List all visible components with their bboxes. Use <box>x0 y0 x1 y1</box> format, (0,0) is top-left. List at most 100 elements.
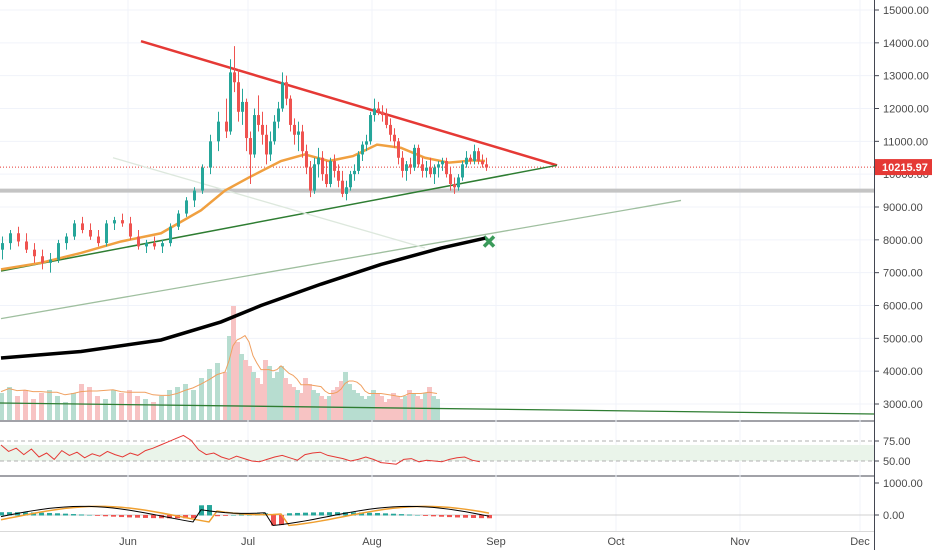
candle-body <box>425 167 428 171</box>
volume-bar <box>303 378 308 420</box>
volume-bar <box>283 378 288 420</box>
macd-tick-label: 0.00 <box>883 510 904 522</box>
candle-body <box>385 115 388 125</box>
volume-bar <box>243 360 248 420</box>
candle-body <box>397 141 400 158</box>
candle-body <box>249 138 252 155</box>
candle-body <box>377 108 380 112</box>
macd-histogram-bar <box>447 515 452 518</box>
macd-histogram-bar <box>143 515 148 518</box>
macd-histogram-bar <box>279 515 284 526</box>
macd-histogram-bar <box>231 514 236 516</box>
macd-histogram-bar <box>351 512 356 516</box>
candle-body <box>357 154 360 171</box>
macd-histogram-bar <box>319 512 324 516</box>
macd-histogram-bar <box>479 515 484 519</box>
macd-histogram-bar <box>215 515 220 517</box>
trendline-ascending-support[interactable] <box>0 164 558 272</box>
volume-bar <box>323 399 328 420</box>
macd-histogram-bar <box>431 515 436 517</box>
macd-histogram-bar <box>375 513 380 516</box>
time-axis[interactable]: Jun Jul Aug Sep Oct Nov Dec <box>119 536 870 548</box>
candle-body <box>401 157 404 171</box>
candle-body <box>333 161 336 171</box>
macd-histogram-bar <box>167 515 172 519</box>
volume-bar <box>375 393 380 420</box>
candle-body <box>393 134 396 142</box>
last-price-box <box>875 159 932 176</box>
trendline-resistance[interactable] <box>140 39 558 167</box>
macd-histogram-bar <box>407 514 412 516</box>
candle-body <box>453 184 456 188</box>
volume-bar <box>371 390 376 420</box>
volume-bar <box>407 390 412 420</box>
macd-signal-line <box>0 505 490 527</box>
macd-histogram-bar <box>47 512 52 516</box>
volume-bar <box>119 393 124 420</box>
candle-body <box>481 161 484 165</box>
candle-body <box>445 161 448 175</box>
macd-histogram-bar <box>95 515 100 516</box>
volume-trendline <box>0 402 875 415</box>
x-tick-label: Jul <box>241 536 255 548</box>
candle-body <box>269 141 272 155</box>
candle-body <box>97 236 100 244</box>
volume-bar <box>291 387 296 420</box>
candle-body <box>437 164 440 168</box>
volume-bar <box>271 378 276 420</box>
candle-body <box>405 164 408 171</box>
candle-body <box>161 243 164 247</box>
rsi-line <box>0 434 480 465</box>
moving-average-short <box>0 143 486 271</box>
volume-bar <box>0 393 4 420</box>
trendlines[interactable] <box>0 39 682 320</box>
candle-body <box>349 174 352 188</box>
macd-histogram-bar <box>271 515 276 526</box>
candle-body <box>365 141 368 145</box>
last-price-label: 10215.97 <box>882 162 928 174</box>
moving-averages <box>0 143 486 360</box>
trendline-long-uptrend[interactable] <box>0 199 682 320</box>
candle-body <box>301 131 304 152</box>
candle-body <box>353 170 356 175</box>
volume-bar <box>227 336 232 420</box>
y-tick-label: 8000.00 <box>883 235 923 247</box>
volume-bar <box>287 384 292 420</box>
rsi-tick-label: 50.00 <box>883 456 911 468</box>
candle-body <box>441 161 444 165</box>
volume-bar <box>355 393 360 420</box>
volume-bar <box>275 372 280 420</box>
macd-histogram-bar <box>399 514 404 516</box>
macd-histogram-bar <box>327 512 332 516</box>
trendline-faded-downtrend[interactable] <box>112 157 426 249</box>
volume-bar <box>39 393 44 420</box>
macd-histogram-bar <box>439 515 444 517</box>
volume-bar <box>135 396 140 420</box>
volume-bar <box>351 390 356 420</box>
candle-body <box>297 131 300 135</box>
candle-body <box>57 243 60 260</box>
candle-body <box>413 147 416 168</box>
volume-bar <box>239 354 244 420</box>
macd-histogram-bar <box>207 505 212 516</box>
volume-bar <box>411 393 416 420</box>
candle-body <box>145 243 148 247</box>
price-axis[interactable]: 15000.00 14000.00 13000.00 12000.00 11000.00… <box>874 5 932 411</box>
macd-histogram-bar <box>7 512 12 516</box>
volume-bar <box>215 363 220 420</box>
x-marker-icon[interactable] <box>482 235 496 248</box>
macd-histogram-bar <box>303 512 308 516</box>
macd-histogram-bar <box>343 512 348 516</box>
candle-body <box>1 243 4 250</box>
y-tick-label: 5000.00 <box>883 333 923 345</box>
volume-bar <box>255 378 260 420</box>
volume-bar <box>387 399 392 420</box>
candle-body <box>241 101 244 112</box>
candle-body <box>225 121 228 132</box>
candle-body <box>461 164 464 178</box>
volume-bar <box>399 399 404 420</box>
volume-bar <box>327 396 332 420</box>
volume-bar <box>331 390 336 420</box>
candle-body <box>25 241 28 250</box>
